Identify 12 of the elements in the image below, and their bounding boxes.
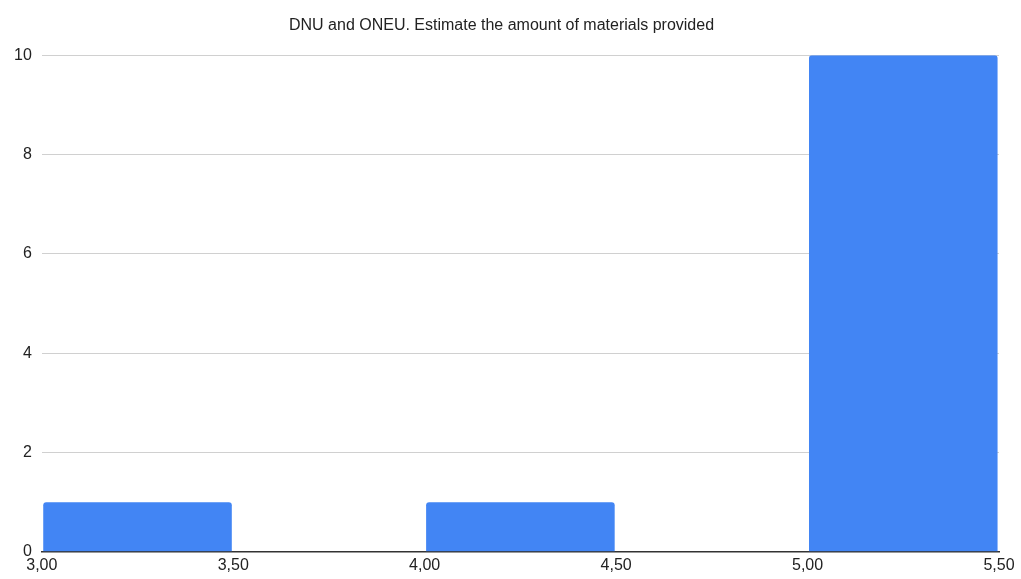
x-tick-label: 4,50: [600, 555, 632, 573]
y-tick-label: 6: [22, 244, 32, 262]
chart-title: DNU and ONEU. Estimate the amount of materials provided: [288, 16, 715, 34]
x-tick-label: 5,50: [983, 555, 1015, 573]
x-tick-label: 4,00: [409, 555, 441, 573]
y-tick-label: 8: [22, 144, 32, 162]
x-tick-label: 3,00: [26, 555, 58, 573]
y-tick-label: 4: [22, 343, 32, 361]
x-tick-label: 3,50: [217, 555, 249, 573]
y-tick-label: 10: [14, 45, 32, 63]
y-tick-label: 2: [22, 442, 32, 460]
x-tick-label: 5,00: [791, 555, 824, 573]
